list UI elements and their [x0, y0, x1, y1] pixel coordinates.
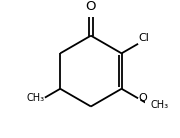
Text: CH₃: CH₃ — [150, 100, 168, 110]
Text: O: O — [86, 0, 96, 13]
Text: Cl: Cl — [139, 33, 150, 43]
Text: CH₃: CH₃ — [26, 93, 44, 103]
Text: O: O — [139, 93, 147, 103]
